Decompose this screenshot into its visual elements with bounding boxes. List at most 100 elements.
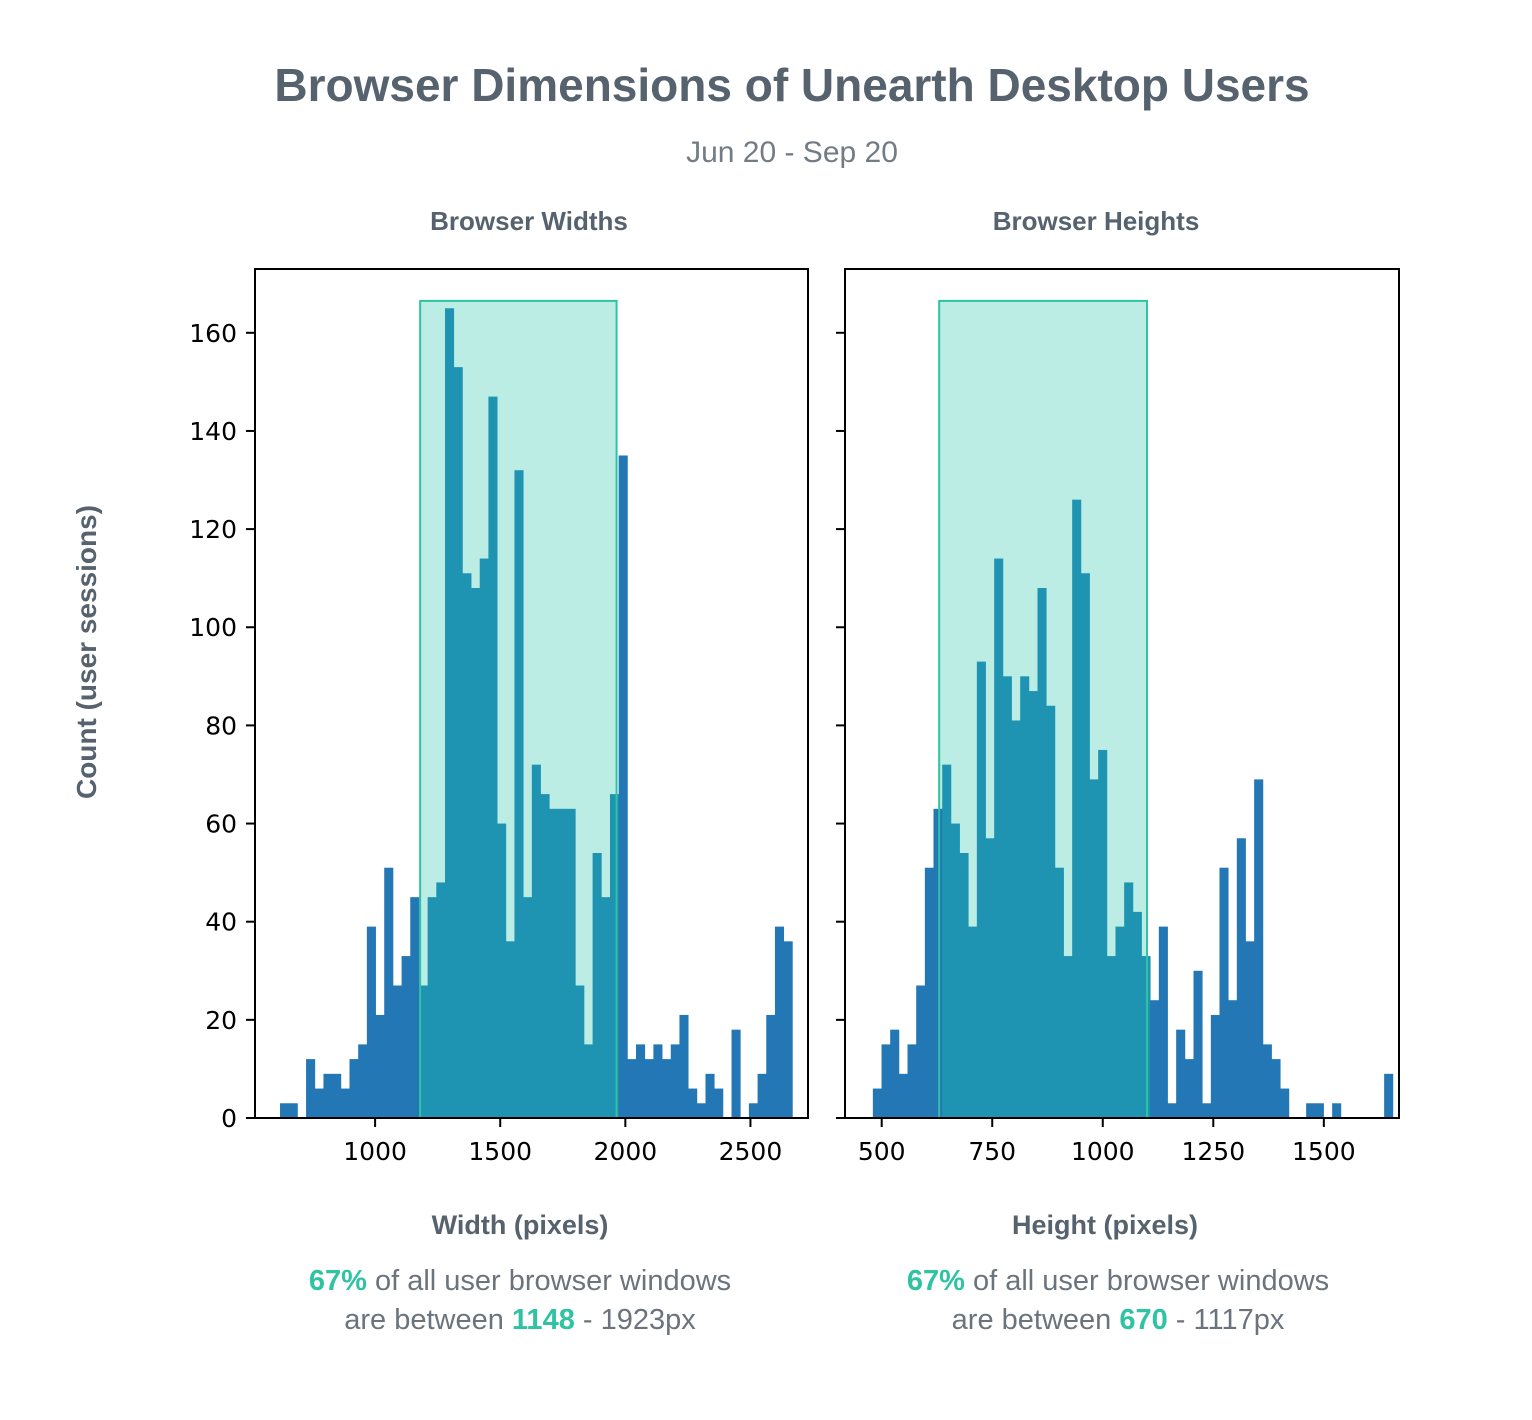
y-axis-label: Count (user sessions) [71,505,102,799]
x-tick-label: 1500 [1292,1137,1356,1166]
histogram-bar [757,1073,767,1118]
histogram-bar [505,941,515,1118]
histogram-bar [1332,1103,1342,1118]
histogram-bar [968,926,978,1118]
y-tick-label: 160 [189,319,237,348]
caption-percent: 67% [906,1265,965,1297]
panel-title-heights: Browser Heights [993,206,1200,236]
histogram-bar [418,985,429,1118]
histogram-bar [1063,956,1073,1118]
x-tick-label: 2000 [594,1137,658,1166]
caption-high-value: - 1923px [574,1304,696,1336]
histogram-bar [1167,1103,1177,1118]
y-tick-label: 0 [221,1104,237,1133]
caption-low-value: 1148 [511,1304,575,1336]
histogram-bar [976,661,986,1118]
histogram-bar [766,1014,776,1118]
histogram-bar [1254,779,1264,1118]
y-tick-label: 100 [189,613,237,642]
histogram-bar [1384,1073,1394,1118]
histogram-bar [670,1044,680,1118]
histogram-bar [401,956,411,1118]
histogram-bar [1150,1000,1160,1118]
histogram-bar [898,1073,908,1118]
histogram-bar [950,823,960,1118]
histogram-widths: 0 20 40 60 80 100 120 140 160 1000 1500 2000 2500 [189,268,809,1166]
caption-line-2: are between 670 - 1117px [838,1301,1398,1340]
histogram-bar [731,1029,741,1118]
histogram-bar [1046,705,1056,1118]
histogram-bar [942,764,952,1118]
histogram-bar [488,396,498,1119]
panel-title-widths: Browser Widths [430,206,628,236]
histogram-bar [557,808,567,1118]
histogram-bar [384,867,394,1118]
x-tick-label: 1000 [343,1137,407,1166]
histogram-bar [366,926,376,1118]
histogram-bar [1115,926,1125,1118]
plot-frame [254,268,809,1119]
caption-percent: 67% [308,1265,367,1297]
histogram-bar [705,1073,715,1118]
y-tick-label: 20 [205,1006,237,1035]
histogram-bar [688,1088,698,1118]
histogram-bar [601,897,611,1118]
histogram-bar [1280,1088,1290,1118]
histogram-bar [679,1014,689,1118]
histogram-bar [1236,838,1246,1118]
caption-text: of all user browser windows [366,1265,732,1297]
histogram-bar [1132,911,1142,1118]
histogram-bar [748,1103,758,1118]
histogram-bar [1228,1000,1238,1118]
histogram-bar [427,897,437,1118]
histogram-bar [1080,573,1090,1118]
histogram-bar [924,867,934,1118]
histogram-bar [549,808,559,1118]
histogram-bar [783,941,793,1118]
histogram-bar [890,1029,900,1118]
histogram-bar [332,1073,342,1118]
histogram-bar [436,882,446,1118]
histogram-heights: 500 750 1000 1250 1500 [836,268,1400,1166]
histogram-bar [314,1088,324,1118]
histogram-bar [1176,1029,1186,1118]
caption-line-1: 67% of all user browser windows [240,1262,800,1301]
histogram-bar [1314,1103,1324,1118]
caption-widths: 67% of all user browser windows are betw… [240,1262,800,1340]
histogram-bar [1184,1059,1194,1118]
histogram-bar [994,558,1004,1118]
histogram-bar [375,1014,385,1118]
histogram-bar [583,1044,594,1118]
histogram-bar [907,1044,917,1118]
histogram-bar [471,587,481,1118]
histogram-bar [1306,1103,1316,1118]
x-tick-label: 1000 [1071,1137,1135,1166]
caption-line-2: are between 1148 - 1923px [240,1301,800,1340]
histogram-bar [985,838,995,1118]
histogram-bar [306,1059,316,1118]
histogram-bar [531,764,541,1118]
chart-subtitle: Jun 20 - Sep 20 [686,136,898,169]
y-tick-label: 120 [189,515,237,544]
histogram-bar [618,455,628,1118]
histogram-bar [881,1044,891,1118]
x-tick-label: 1250 [1181,1137,1245,1166]
histogram-bar [410,897,420,1118]
histogram-bar [696,1103,706,1118]
histogram-bar [1262,1044,1272,1118]
histogram-bar [1106,956,1116,1118]
histogram-bar [497,823,507,1118]
histogram-bar [540,794,550,1118]
histogram-bar [1245,941,1255,1118]
histogram-bar [933,808,943,1118]
histogram-bar [280,1103,290,1118]
caption-high-value: - 1117px [1167,1304,1285,1336]
histogram-bar [1020,676,1030,1118]
histogram-bar [288,1103,298,1118]
histogram-bar [444,308,455,1118]
histogram-bar [575,985,585,1118]
histogram-bar [636,1044,646,1118]
y-tick-label: 40 [205,908,237,937]
histogram-bar [1158,926,1168,1118]
